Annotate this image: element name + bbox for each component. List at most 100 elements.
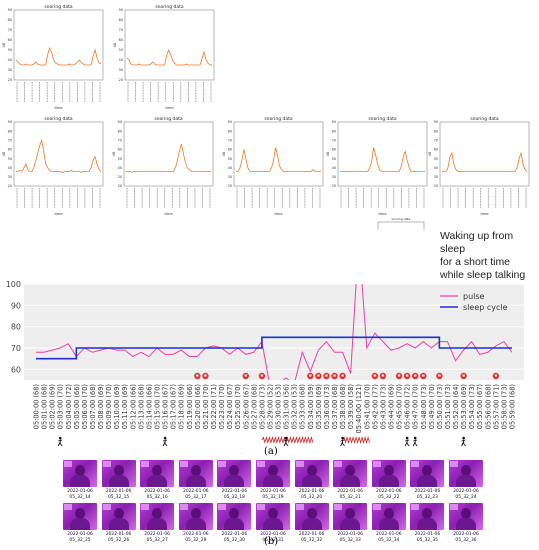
video-frame-thumbnail — [256, 460, 290, 487]
x-tick-label: 05:52:00 (64) — [452, 384, 460, 429]
icon-body — [162, 439, 168, 447]
y-tick-label: 20 — [228, 184, 232, 188]
snore-episode-marker — [261, 436, 314, 444]
snoring-plot-3: snoring data 20 30 40 50 60 70 80 90 dB time — [2, 116, 104, 216]
frame-time: 05_32_16 — [146, 494, 168, 500]
frame-time: 05_32_22 — [378, 494, 400, 500]
video-frame-thumbnail — [449, 503, 483, 530]
frame-person-head — [113, 508, 124, 519]
frame-time: 05_32_14 — [69, 494, 91, 500]
snoring-plot-8: snoring data — [377, 217, 425, 230]
x-axis-label: time — [378, 212, 387, 216]
frame-light — [334, 504, 343, 510]
frame-date: 2022-01-06 — [414, 532, 441, 537]
snore-line — [15, 46, 102, 66]
x-tick-label: 05:55:00 (67) — [476, 384, 484, 429]
wake-annotation: Waking up from sleep for a short time wh… — [440, 230, 539, 282]
icon-body — [283, 439, 289, 447]
frame-date: 2022-01-06 — [298, 532, 325, 537]
x-tick-label: 05:53:00 (69) — [460, 384, 468, 429]
video-frame-thumbnail — [140, 460, 175, 487]
video-frame-label: 2022-01-06 05_32_26 — [94, 532, 144, 543]
sleep-talk-badge-icon — [242, 372, 249, 380]
badge-glyph — [494, 374, 498, 377]
y-tick-label: 50 — [119, 48, 123, 52]
y-axis-label: dB — [222, 151, 226, 156]
plot-title: snoring data — [155, 4, 184, 10]
frame-time: 05_32_23 — [416, 494, 438, 500]
badge-glyph — [317, 374, 320, 377]
plot-frame — [13, 121, 104, 187]
x-axis-label: time — [480, 212, 489, 216]
badge-glyph — [373, 374, 377, 377]
y-tick-label: 50 — [8, 157, 12, 161]
frame-light — [64, 461, 72, 467]
frame-person-head — [422, 465, 433, 476]
sleep-talk-badge-icon — [411, 372, 419, 380]
frame-light — [141, 504, 150, 510]
video-frame-label: 2022-01-06 05_32_16 — [132, 489, 182, 500]
legend: pulse sleep cycle — [440, 292, 508, 312]
frame-person-body — [147, 475, 168, 487]
panel-label-a: (a) — [264, 446, 278, 457]
badge-glyph — [244, 374, 247, 377]
x-tick-label: 05:50:00 (73) — [436, 384, 444, 429]
y-tick-label: 70 — [118, 138, 122, 142]
frame-light — [295, 461, 304, 467]
video-frame-thumbnail — [294, 460, 329, 487]
frame-person-body — [456, 518, 476, 530]
sleep-talk-badge-icon — [379, 372, 387, 380]
x-tick-label: 05:10:00 (69) — [113, 384, 121, 429]
y-axis-label: dB — [2, 42, 6, 47]
x-tick-label: 05:16:00 (67) — [162, 384, 170, 429]
frame-person-head — [461, 465, 471, 476]
video-frame-label: 2022-01-06 05_32_21 — [325, 489, 375, 500]
frame-light — [64, 504, 72, 510]
snore-line — [16, 138, 102, 173]
pulse-series — [36, 284, 513, 380]
y-tick-label: 50 — [118, 157, 122, 161]
plot-title: snoring data — [44, 4, 73, 10]
x-tick-label: 05:32:00 (53) — [291, 384, 299, 429]
plot-title: snoring data — [154, 116, 183, 122]
plot-title: snoring data — [392, 217, 411, 221]
walking-person-icon — [57, 436, 63, 447]
frame-date: 2022-01-06 — [337, 489, 363, 494]
badge-glyph — [196, 374, 199, 377]
icon-head — [462, 436, 465, 440]
x-tick-label: 05:38:00 (68) — [339, 384, 347, 429]
x-tick-label: 05:06:00 (70) — [81, 384, 89, 429]
frame-light — [179, 461, 188, 467]
video-frame-thumbnail — [101, 503, 136, 530]
frame-person-head — [306, 465, 317, 476]
icon-body — [57, 439, 63, 447]
frame-person-head — [268, 508, 278, 519]
frame-time: 05_32_17 — [185, 494, 207, 500]
sleep-talk-badge-icon — [420, 372, 427, 380]
x-tick-label: 05:47:00 (70) — [412, 384, 420, 429]
x-tick-label: 05:48:00 (73) — [420, 384, 428, 429]
snore-line — [442, 151, 528, 172]
frame-person-body — [108, 518, 129, 530]
badge-glyph — [333, 374, 336, 377]
frame-date: 2022-01-06 — [183, 532, 209, 537]
frame-person-body — [378, 475, 399, 487]
y-axis-label: dB — [326, 151, 330, 156]
frame-person-body — [378, 518, 399, 530]
video-frame-thumbnail — [410, 460, 445, 487]
x-tick-label: 05:37:00 (68) — [331, 384, 339, 429]
y-tick-label: 50 — [8, 48, 12, 52]
x-tick-label: 05:58:00 (73) — [500, 384, 508, 429]
icon-head — [58, 436, 62, 440]
video-frame-thumbnail — [256, 503, 290, 530]
y-tick-label: 40 — [434, 166, 438, 170]
video-frame-thumbnail — [371, 503, 406, 530]
frame-person-head — [75, 508, 85, 519]
y-tick-label: 90 — [11, 301, 21, 310]
frame-light — [334, 461, 343, 467]
x-tick-label: 05:17:00 (67) — [170, 384, 178, 429]
y-tick-label: 90 — [332, 120, 336, 124]
x-tick-label: 05:02:00 (69) — [49, 384, 57, 429]
sleep-talk-badge-icon — [323, 372, 330, 380]
sleep-talk-badge-icon — [202, 372, 209, 380]
